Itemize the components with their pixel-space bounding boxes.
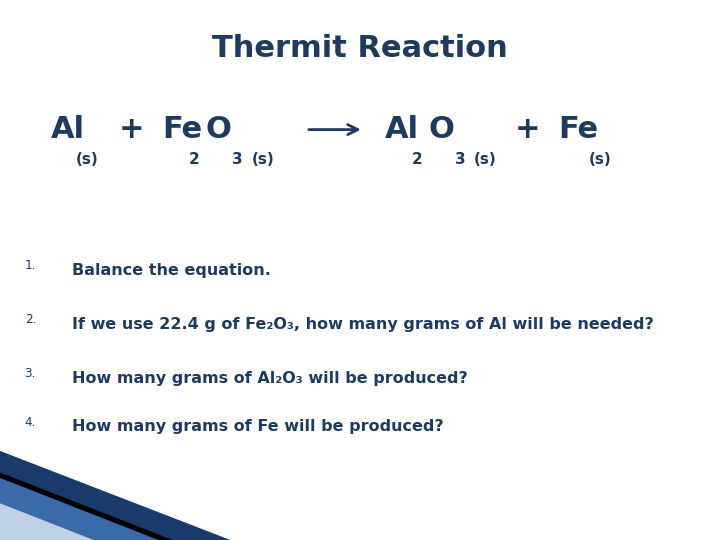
Text: 2: 2 xyxy=(189,152,199,167)
Text: O: O xyxy=(428,115,454,144)
Text: 4.: 4. xyxy=(24,416,36,429)
Text: (s): (s) xyxy=(474,152,497,167)
Polygon shape xyxy=(0,478,158,540)
Text: +: + xyxy=(119,115,145,144)
Text: +: + xyxy=(515,115,541,144)
Text: 3.: 3. xyxy=(24,367,36,380)
Text: How many grams of Al₂O₃ will be produced?: How many grams of Al₂O₃ will be produced… xyxy=(72,370,468,386)
Text: 2: 2 xyxy=(412,152,423,167)
Text: Fe: Fe xyxy=(162,115,202,144)
Text: 3: 3 xyxy=(232,152,243,167)
Text: How many grams of Fe will be produced?: How many grams of Fe will be produced? xyxy=(72,419,444,434)
Text: Fe: Fe xyxy=(558,115,598,144)
Text: 1.: 1. xyxy=(24,259,36,272)
Text: If we use 22.4 g of Fe₂O₃, how many grams of Al will be needed?: If we use 22.4 g of Fe₂O₃, how many gram… xyxy=(72,316,654,332)
Polygon shape xyxy=(0,451,230,540)
Text: (s): (s) xyxy=(252,152,275,167)
Polygon shape xyxy=(0,503,94,540)
Text: 3: 3 xyxy=(455,152,466,167)
Text: (s): (s) xyxy=(589,152,612,167)
Text: 2.: 2. xyxy=(24,313,36,326)
Text: Balance the equation.: Balance the equation. xyxy=(72,262,271,278)
Text: (s): (s) xyxy=(76,152,99,167)
Text: Al: Al xyxy=(50,115,84,144)
Text: Al: Al xyxy=(385,115,419,144)
Text: O: O xyxy=(205,115,231,144)
Polygon shape xyxy=(0,472,173,540)
Text: Thermit Reaction: Thermit Reaction xyxy=(212,34,508,63)
